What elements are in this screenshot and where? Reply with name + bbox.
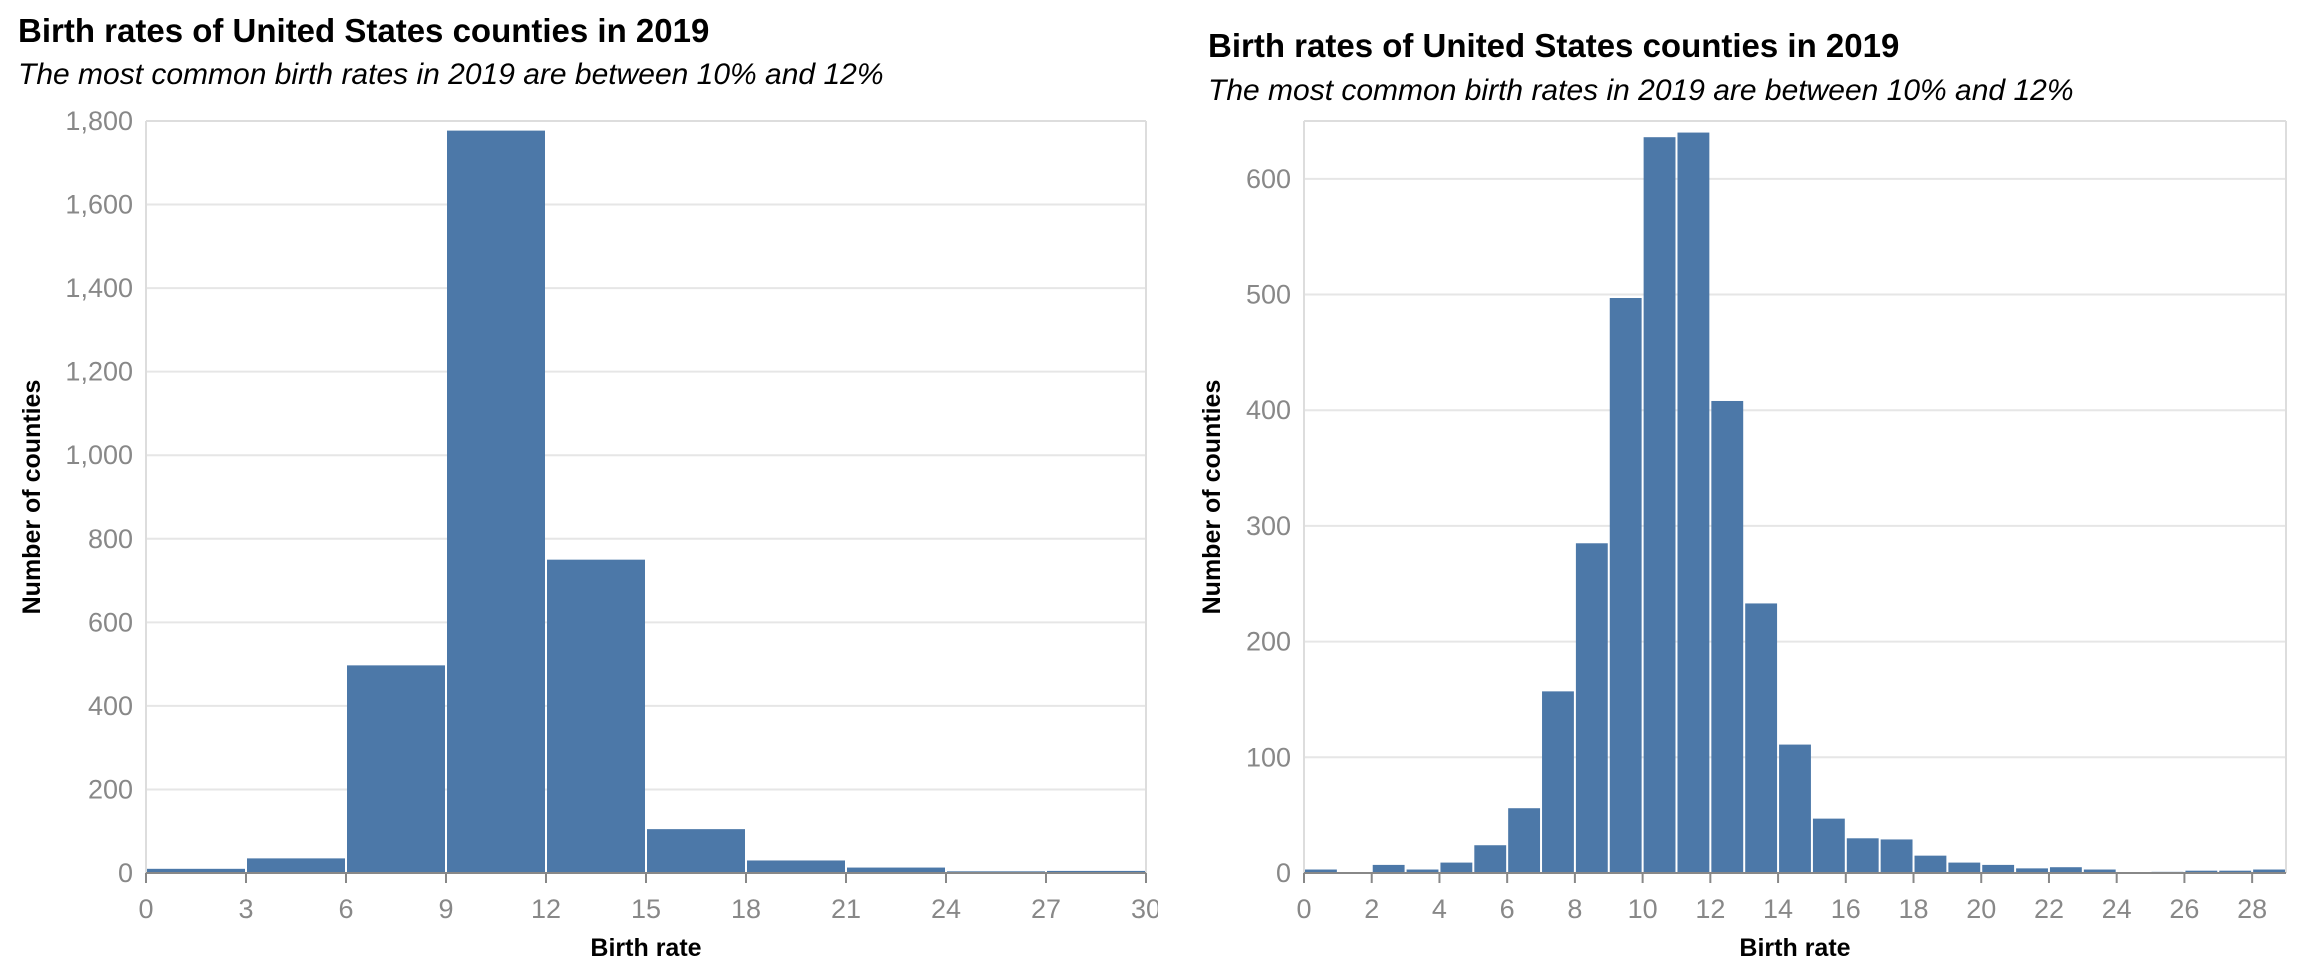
- x-tick-label: 14: [1763, 894, 1793, 924]
- x-tick-label: 18: [1898, 894, 1928, 924]
- y-tick-label: 800: [88, 524, 133, 554]
- histogram-bar: [247, 858, 345, 873]
- y-tick-label: 1,400: [65, 273, 133, 303]
- histogram-bar: [347, 665, 445, 873]
- y-axis-title: Number of counties: [1198, 380, 1226, 615]
- histogram-bar: [1948, 862, 1981, 873]
- x-tick-label: 24: [2102, 894, 2132, 924]
- chart-title: Birth rates of United States counties in…: [18, 12, 710, 49]
- y-tick-label: 500: [1246, 280, 1291, 310]
- chart-subtitle: The most common birth rates in 2019 are …: [18, 58, 884, 91]
- histogram-bar: [747, 860, 845, 873]
- x-tick-label: 8: [1567, 894, 1582, 924]
- y-tick-label: 600: [1246, 164, 1291, 194]
- x-tick-label: 21: [831, 894, 861, 924]
- y-tick-label: 1,000: [65, 440, 133, 470]
- histogram-bar: [1508, 808, 1541, 873]
- histogram-bar: [1880, 839, 1913, 873]
- histogram-bar: [447, 130, 545, 873]
- x-tick-label: 12: [531, 894, 561, 924]
- x-tick-label: 28: [2237, 894, 2267, 924]
- x-tick-label: 24: [931, 894, 961, 924]
- histogram-bar: [547, 559, 645, 873]
- chart-panel-left: Birth rates of United States counties in…: [0, 0, 1158, 975]
- x-tick-label: 26: [2169, 894, 2199, 924]
- histogram-bar: [847, 867, 945, 873]
- histogram-coarse: 0 200 400 600 800 1,000 1,200 1,400 1,600 1,800 0 3…: [18, 106, 1158, 962]
- histogram-bar: [1914, 855, 1947, 873]
- y-axis-title: Number of counties: [18, 380, 46, 615]
- x-tick-label: 3: [238, 894, 253, 924]
- histogram-bar: [1047, 870, 1145, 873]
- y-tick-label: 1,600: [65, 190, 133, 220]
- y-tick-label: 1,800: [65, 106, 133, 136]
- x-tick-label: 6: [338, 894, 353, 924]
- chart-title: Birth rates of United States counties in…: [1208, 27, 1900, 64]
- x-tick-label: 22: [2034, 894, 2064, 924]
- x-tick-label: 4: [1432, 894, 1447, 924]
- histogram-bar: [1812, 818, 1845, 873]
- y-tick-label: 600: [88, 607, 133, 637]
- histogram-bar: [1474, 845, 1507, 873]
- y-tick-label: 1,200: [65, 357, 133, 387]
- x-tick-label: 9: [438, 894, 453, 924]
- histogram-bar: [2185, 870, 2218, 873]
- x-tick-label: 0: [138, 894, 153, 924]
- y-tick-label: 100: [1246, 742, 1291, 772]
- x-tick-label: 10: [1628, 894, 1658, 924]
- y-tick-label: 0: [118, 858, 133, 888]
- x-tick-label: 27: [1031, 894, 1061, 924]
- histogram-bar: [1745, 603, 1778, 873]
- x-tick-label: 16: [1831, 894, 1861, 924]
- x-axis-title: Birth rate: [590, 934, 701, 962]
- y-tick-label: 0: [1276, 858, 1291, 888]
- x-tick-label: 18: [731, 894, 761, 924]
- chart-panel-right: Birth rates of United States counties in…: [1190, 0, 2317, 975]
- histogram-bar: [1779, 744, 1811, 873]
- histogram-bar: [2219, 870, 2252, 873]
- y-tick-label: 300: [1246, 511, 1291, 541]
- histogram-bar: [1542, 691, 1574, 873]
- histogram-bar: [1982, 864, 2015, 873]
- histogram-bar: [1440, 862, 1473, 873]
- x-tick-label: 30: [1131, 894, 1158, 924]
- histogram-bar: [147, 868, 245, 873]
- histogram-bar: [1609, 298, 1642, 873]
- x-tick-label: 20: [1966, 894, 1996, 924]
- x-tick-label: 12: [1695, 894, 1725, 924]
- histogram-bar: [1643, 137, 1676, 874]
- histogram-bar: [1711, 400, 1744, 873]
- y-tick-label: 200: [88, 774, 133, 804]
- histogram-bar: [2049, 867, 2082, 873]
- y-tick-label: 400: [1246, 395, 1291, 425]
- histogram-bar: [2083, 869, 2116, 873]
- x-tick-label: 15: [631, 894, 661, 924]
- histogram-bar: [647, 829, 745, 873]
- histogram-bar: [1406, 869, 1439, 873]
- histogram-bar: [1575, 543, 1608, 873]
- chart-subtitle: The most common birth rates in 2019 are …: [1208, 74, 2074, 107]
- histogram-bar: [2253, 869, 2285, 873]
- y-tick-label: 200: [1246, 627, 1291, 657]
- histogram-bar: [2016, 868, 2048, 873]
- histogram-bar: [1305, 869, 1337, 873]
- x-axis-title: Birth rate: [1739, 934, 1850, 962]
- x-tick-label: 6: [1500, 894, 1515, 924]
- histogram-bar: [1846, 838, 1879, 873]
- x-tick-label: 0: [1296, 894, 1311, 924]
- y-tick-label: 400: [88, 691, 133, 721]
- x-tick-label: 2: [1364, 894, 1379, 924]
- histogram-bar: [1372, 864, 1405, 873]
- histogram-bar: [1677, 132, 1710, 874]
